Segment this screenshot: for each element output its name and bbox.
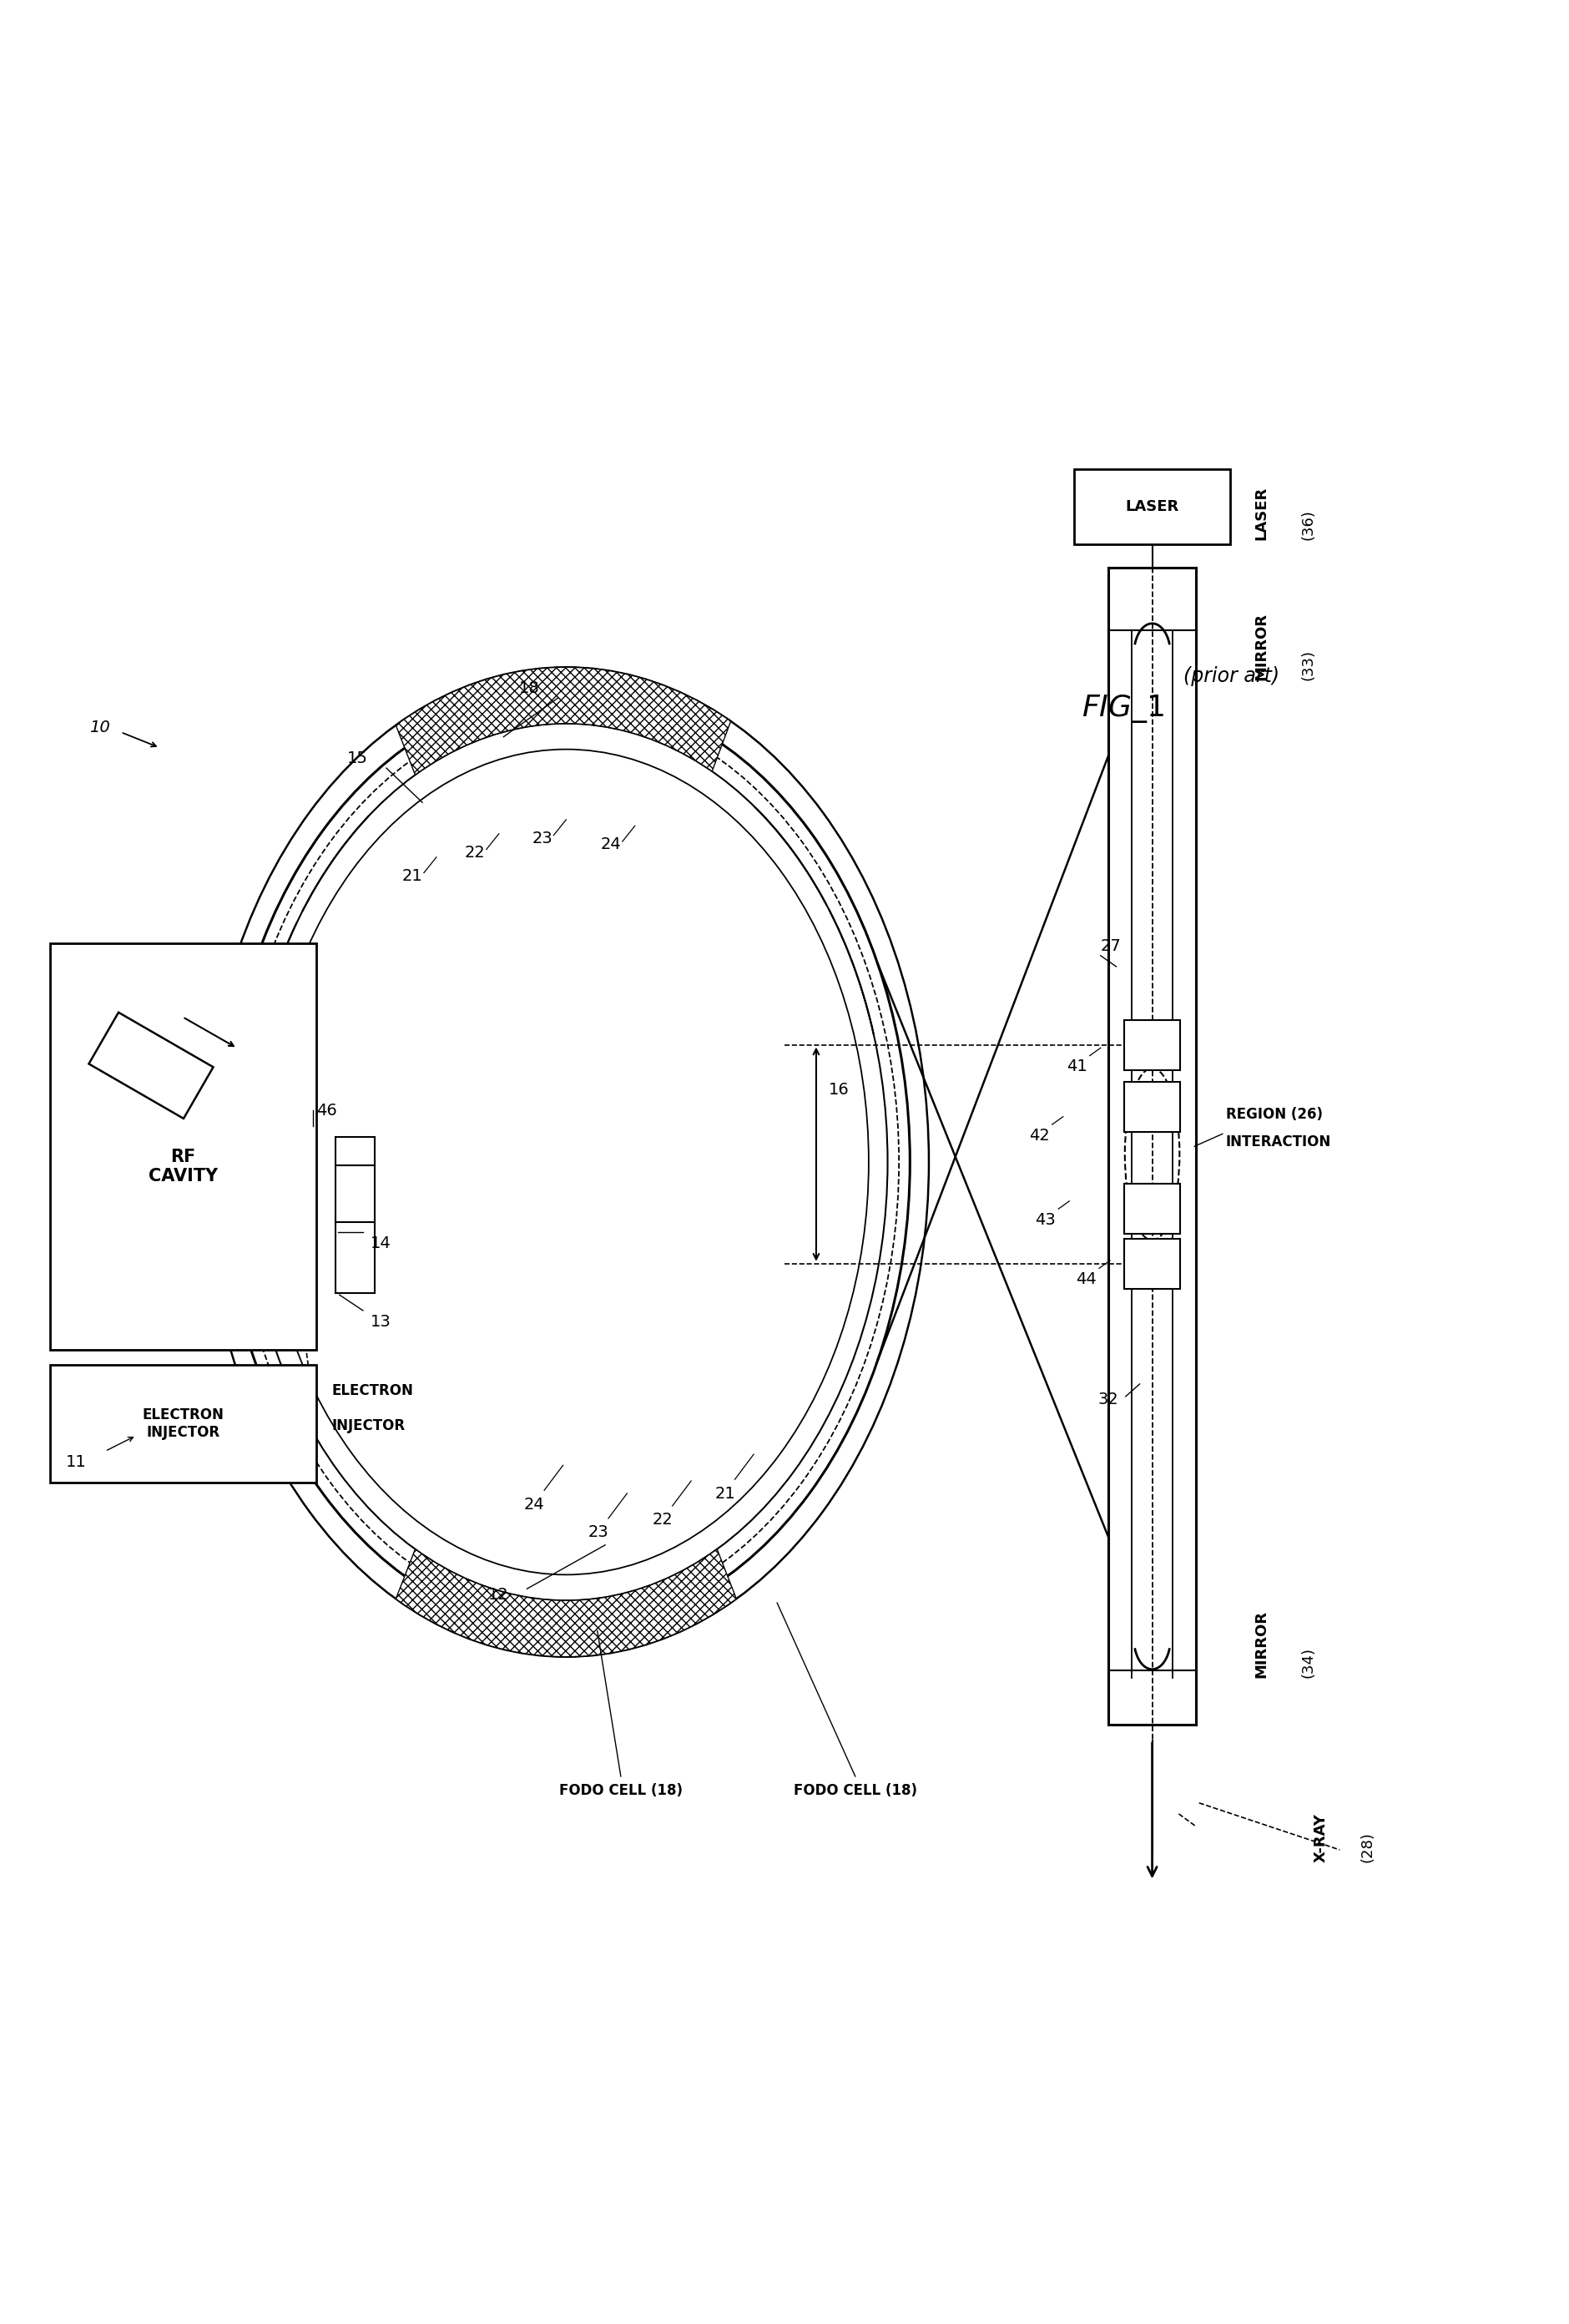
Text: 43: 43 bbox=[1034, 1213, 1054, 1227]
Text: 32: 32 bbox=[1097, 1392, 1117, 1408]
Text: MIRROR: MIRROR bbox=[1254, 1611, 1268, 1678]
Bar bbox=[1123, 1183, 1180, 1234]
Text: 46: 46 bbox=[315, 1102, 336, 1118]
Bar bbox=[1123, 1020, 1180, 1069]
Text: INTERACTION: INTERACTION bbox=[1225, 1134, 1331, 1150]
Text: ELECTRON: ELECTRON bbox=[331, 1383, 413, 1397]
Text: 24: 24 bbox=[524, 1497, 544, 1513]
Bar bbox=[89, 1013, 213, 1118]
Bar bbox=[50, 944, 315, 1350]
Polygon shape bbox=[395, 667, 731, 774]
Text: 22: 22 bbox=[651, 1513, 673, 1527]
Bar bbox=[1123, 1083, 1180, 1132]
Text: 21: 21 bbox=[402, 869, 422, 883]
Text: FODO CELL (18): FODO CELL (18) bbox=[792, 1783, 916, 1799]
Text: 23: 23 bbox=[532, 830, 552, 846]
Text: 44: 44 bbox=[1075, 1271, 1095, 1287]
Text: X-RAY: X-RAY bbox=[1313, 1813, 1327, 1862]
Text: 41: 41 bbox=[1065, 1060, 1086, 1074]
Text: LASER: LASER bbox=[1125, 500, 1178, 514]
Text: RF
CAVITY: RF CAVITY bbox=[149, 1148, 218, 1185]
Text: 13: 13 bbox=[370, 1313, 391, 1329]
Text: MIRROR: MIRROR bbox=[1254, 614, 1268, 681]
Bar bbox=[50, 1364, 315, 1483]
Text: $FIG\_1$: $FIG\_1$ bbox=[1081, 693, 1164, 725]
Text: (36): (36) bbox=[1301, 509, 1315, 539]
Text: FODO CELL (18): FODO CELL (18) bbox=[559, 1783, 683, 1799]
Text: (prior art): (prior art) bbox=[1183, 667, 1279, 686]
Text: 10: 10 bbox=[89, 720, 110, 734]
Text: 11: 11 bbox=[66, 1455, 86, 1471]
Text: 15: 15 bbox=[347, 751, 367, 767]
Text: (28): (28) bbox=[1359, 1831, 1374, 1862]
Text: 16: 16 bbox=[828, 1083, 849, 1099]
Text: LASER: LASER bbox=[1254, 486, 1268, 539]
Text: 21: 21 bbox=[714, 1485, 734, 1501]
Text: 24: 24 bbox=[601, 837, 621, 853]
Polygon shape bbox=[395, 1550, 736, 1657]
Bar bbox=[1123, 1239, 1180, 1287]
Text: ELECTRON
INJECTOR: ELECTRON INJECTOR bbox=[143, 1408, 224, 1441]
Text: REGION (26): REGION (26) bbox=[1225, 1106, 1321, 1122]
Text: (34): (34) bbox=[1301, 1648, 1315, 1678]
Bar bbox=[336, 1164, 375, 1225]
Text: 12: 12 bbox=[488, 1587, 508, 1604]
Text: INJECTOR: INJECTOR bbox=[331, 1418, 405, 1434]
Text: 27: 27 bbox=[1100, 939, 1120, 955]
Bar bbox=[336, 1222, 375, 1292]
Bar bbox=[1073, 469, 1230, 544]
Text: (33): (33) bbox=[1301, 651, 1315, 681]
Text: 18: 18 bbox=[519, 681, 540, 697]
Text: 23: 23 bbox=[588, 1525, 609, 1541]
Text: 42: 42 bbox=[1028, 1127, 1048, 1143]
Text: 22: 22 bbox=[464, 844, 485, 860]
Bar bbox=[336, 1136, 375, 1164]
Text: 14: 14 bbox=[370, 1236, 391, 1250]
